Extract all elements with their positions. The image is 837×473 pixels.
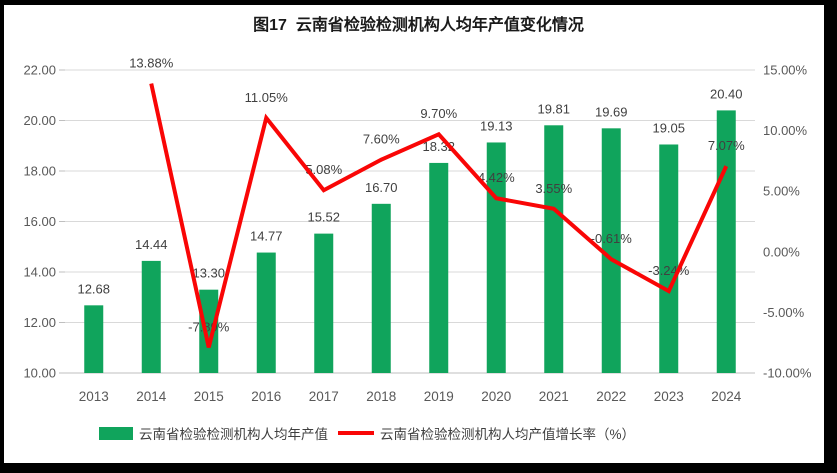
bar-2019 xyxy=(429,162,449,373)
bar-value-label-2015: 13.30 xyxy=(192,266,225,281)
x-axis-label-2018: 2018 xyxy=(366,389,396,404)
bar-2016 xyxy=(256,252,276,373)
bar-value-label-2013: 12.68 xyxy=(77,281,110,296)
growth-rate-label-2023: -3.24% xyxy=(648,263,690,278)
left-axis-tick-label: 16.00 xyxy=(23,214,56,229)
growth-rate-label-2019: 9.70% xyxy=(420,106,457,121)
left-axis-tick-label: 20.00 xyxy=(23,113,56,128)
right-axis-tick-label: 15.00% xyxy=(763,63,808,78)
x-axis-label-2016: 2016 xyxy=(251,389,281,404)
growth-rate-line xyxy=(149,83,729,348)
line-series-swatch xyxy=(338,431,374,435)
bar-2018 xyxy=(371,203,391,373)
right-axis-tick-label: 10.00% xyxy=(763,123,808,138)
bar-series-legend-label: 云南省检验检测机构人均年产值 xyxy=(139,427,328,442)
growth-rate-label-2020: 4.42% xyxy=(478,170,515,185)
x-axis-label-2023: 2023 xyxy=(654,389,684,404)
growth-rate-label-2022: -0.61% xyxy=(591,231,633,246)
bar-value-label-2014: 14.44 xyxy=(135,237,168,252)
line-series-legend-label: 云南省检验检测机构人均产值增长率（%） xyxy=(380,427,636,442)
bar-2015 xyxy=(199,289,219,373)
growth-rate-label-2021: 3.55% xyxy=(535,181,572,196)
frame-border-left xyxy=(0,0,4,473)
right-axis-tick-label: 0.00% xyxy=(763,244,800,259)
bar-value-label-2024: 20.40 xyxy=(710,86,743,101)
bar-2022 xyxy=(601,128,621,373)
right-axis-tick-label: -10.00% xyxy=(763,366,812,381)
bar-series-swatch xyxy=(99,426,133,440)
growth-rate-label-2014: 13.88% xyxy=(129,56,174,71)
growth-rate-label-2016: 11.05% xyxy=(245,90,289,105)
frame-border-top xyxy=(0,0,837,5)
growth-rate-label-2015: -7.89% xyxy=(188,319,230,334)
x-axis-label-2020: 2020 xyxy=(481,389,511,404)
bar-2021 xyxy=(544,125,564,373)
left-axis-tick-label: 10.00 xyxy=(23,366,56,381)
bar-value-label-2016: 14.77 xyxy=(250,229,283,244)
bar-2023 xyxy=(659,144,679,373)
left-axis-tick-label: 22.00 xyxy=(23,63,56,78)
x-axis-label-2019: 2019 xyxy=(424,389,454,404)
bar-2013 xyxy=(84,305,104,373)
x-axis-label-2017: 2017 xyxy=(309,389,339,404)
bar-2017 xyxy=(314,233,334,373)
x-axis-label-2015: 2015 xyxy=(194,389,224,404)
left-axis-tick-label: 14.00 xyxy=(23,265,56,280)
chart-title: 图17 云南省检验检测机构人均年产值变化情况 xyxy=(253,17,584,34)
bar-value-label-2021: 19.81 xyxy=(537,101,570,116)
frame-border-right xyxy=(824,0,837,473)
bar-value-label-2017: 15.52 xyxy=(307,210,340,225)
left-axis-tick-label: 12.00 xyxy=(23,315,56,330)
right-axis-tick-label: 5.00% xyxy=(763,184,800,199)
bar-2014 xyxy=(141,260,161,373)
bar-value-label-2022: 19.69 xyxy=(595,104,628,119)
growth-rate-label-2024: 7.07% xyxy=(708,138,745,153)
x-axis-label-2013: 2013 xyxy=(79,389,109,404)
x-axis-label-2022: 2022 xyxy=(596,389,626,404)
bar-value-label-2020: 19.13 xyxy=(480,118,513,133)
right-axis-tick-label: -5.00% xyxy=(763,305,805,320)
x-axis-label-2021: 2021 xyxy=(539,389,569,404)
frame-border-bottom xyxy=(0,463,837,473)
left-axis-tick-label: 18.00 xyxy=(23,164,56,179)
bar-value-label-2018: 16.70 xyxy=(365,180,398,195)
bar-value-label-2023: 19.05 xyxy=(652,120,685,135)
growth-rate-label-2018: 7.60% xyxy=(363,132,400,147)
growth-rate-label-2017: 5.08% xyxy=(305,162,342,177)
x-axis-label-2014: 2014 xyxy=(136,389,167,404)
chart-legend: 云南省检验检测机构人均年产值 云南省检验检测机构人均产值增长率（%） xyxy=(99,424,635,442)
x-axis-label-2024: 2024 xyxy=(711,389,742,404)
